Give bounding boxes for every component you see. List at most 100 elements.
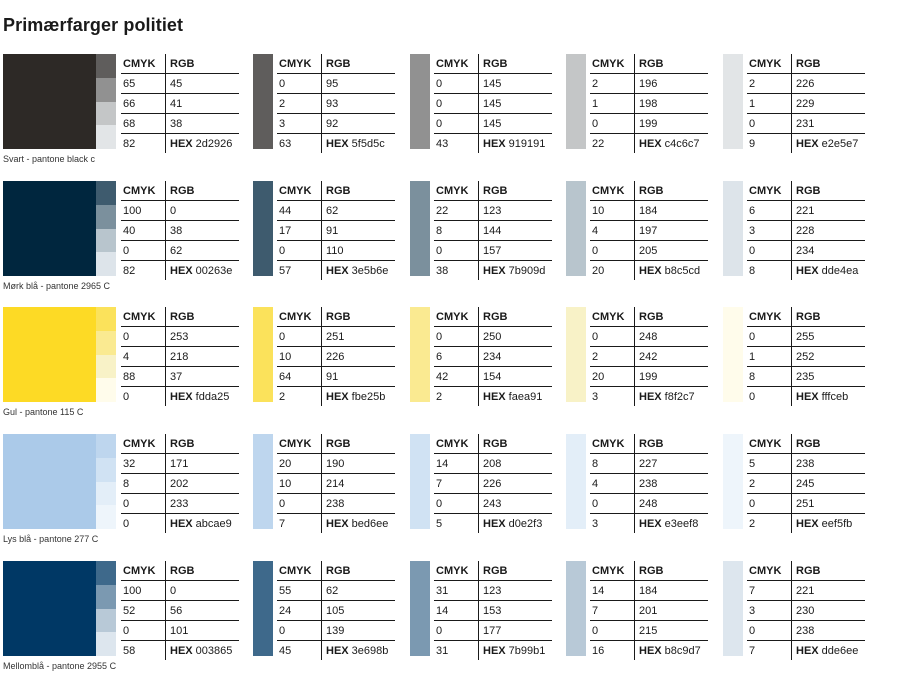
color-group: Svart - pantone black c CMYK RGB 65 45 66 41 68… — [0, 54, 908, 179]
hex-cell: HEX c4c6c7 — [635, 134, 709, 154]
tint-swatch — [566, 561, 586, 656]
rgb-value: 177 — [478, 620, 552, 641]
hex-label: HEX — [639, 390, 662, 403]
table-row: 42 154 — [434, 366, 552, 387]
table-row: 3 230 — [747, 600, 865, 621]
hex-label: HEX — [170, 517, 193, 530]
rgb-value: 154 — [478, 366, 552, 387]
tint-strip-cell — [96, 77, 116, 102]
main-swatch — [3, 54, 96, 149]
tint-swatch — [253, 434, 273, 529]
main-swatch — [3, 307, 96, 402]
cmyk-value: 66 — [121, 93, 166, 114]
tint-strip-cell — [96, 584, 116, 609]
cmyk-value: 2 — [747, 513, 792, 533]
cmyk-value: 0 — [590, 326, 635, 347]
tint-strip-cell — [96, 228, 116, 253]
table-row: 31 123 — [434, 580, 552, 601]
table-row: 2 HEX fbe25b — [277, 386, 395, 406]
rgb-value: 41 — [165, 93, 239, 114]
tint-swatch — [410, 561, 430, 656]
table-row: 10 214 — [277, 473, 395, 494]
cmyk-value: 7 — [434, 473, 479, 494]
hex-label: HEX — [326, 264, 349, 277]
table-header-row: CMYK RGB — [121, 434, 239, 454]
rgb-header: RGB — [321, 181, 395, 201]
cmyk-value: 2 — [590, 346, 635, 367]
rgb-header: RGB — [478, 434, 552, 454]
hex-label: HEX — [483, 264, 506, 277]
cmyk-value: 0 — [434, 620, 479, 641]
hex-value: 00263e — [192, 264, 233, 277]
rgb-value: 201 — [634, 600, 708, 621]
value-table: CMYK RGB 100 0 52 56 0 101 58 HEX 003865 — [121, 561, 239, 660]
hex-label: HEX — [170, 264, 193, 277]
group-label: Mørk blå - pantone 2965 C — [3, 281, 111, 291]
tint-strip-cell — [96, 505, 116, 529]
hex-value: dde6ee — [818, 644, 859, 657]
cmyk-header: CMYK — [121, 307, 166, 327]
cmyk-value: 0 — [590, 620, 635, 641]
cmyk-value: 6 — [747, 200, 792, 221]
table-header-row: CMYK RGB — [121, 181, 239, 201]
rgb-value: 145 — [478, 93, 552, 114]
hex-value: faea91 — [505, 390, 543, 403]
hex-cell: HEX 3e698b — [322, 641, 396, 661]
cmyk-value: 0 — [590, 113, 635, 134]
rgb-value: 226 — [791, 73, 865, 94]
cmyk-value: 17 — [277, 220, 322, 241]
cmyk-header: CMYK — [277, 434, 322, 454]
rgb-value: 251 — [321, 326, 395, 347]
rgb-value: 105 — [321, 600, 395, 621]
rgb-value: 196 — [634, 73, 708, 94]
table-row: 0 62 — [121, 240, 239, 261]
cmyk-header: CMYK — [747, 307, 792, 327]
table-row: 58 HEX 003865 — [121, 640, 239, 660]
rgb-value: 62 — [321, 200, 395, 221]
table-header-row: CMYK RGB — [747, 434, 865, 454]
value-table: CMYK RGB 14 208 7 226 0 243 5 HEX d0e2f3 — [434, 434, 552, 533]
hex-cell: HEX b8c5cd — [635, 261, 709, 281]
rgb-value: 62 — [321, 580, 395, 601]
hex-cell: HEX 3e5b6e — [322, 261, 396, 281]
table-row: 0 250 — [434, 326, 552, 347]
table-row: 0 253 — [121, 326, 239, 347]
hex-value: 919191 — [505, 137, 546, 150]
rgb-value: 251 — [791, 493, 865, 514]
rgb-header: RGB — [165, 307, 239, 327]
hex-value: 2d2926 — [192, 137, 233, 150]
table-row: 0 139 — [277, 620, 395, 641]
color-group: Lys blå - pantone 277 C CMYK RGB 32 171 8 202 0… — [0, 434, 908, 559]
cmyk-value: 0 — [747, 620, 792, 641]
table-row: 2 242 — [590, 346, 708, 367]
cmyk-value: 31 — [434, 580, 479, 601]
hex-cell: HEX 00263e — [166, 261, 240, 281]
cmyk-value: 65 — [121, 73, 166, 94]
hex-value: 3e698b — [348, 644, 389, 657]
table-row: 6 234 — [434, 346, 552, 367]
table-row: 7 226 — [434, 473, 552, 494]
hex-cell: HEX eef5fb — [792, 514, 866, 534]
hex-value: f8f2c7 — [661, 390, 695, 403]
table-row: 57 HEX 3e5b6e — [277, 260, 396, 281]
hex-value: eef5fb — [818, 517, 853, 530]
table-row: 0 145 — [434, 93, 552, 114]
cmyk-value: 8 — [747, 366, 792, 387]
tint-strip-cell — [96, 481, 116, 506]
cmyk-value: 8 — [747, 260, 792, 280]
table-header-row: CMYK RGB — [121, 561, 239, 581]
rgb-value: 199 — [634, 113, 708, 134]
rgb-value: 221 — [791, 200, 865, 221]
table-header-row: CMYK RGB — [277, 54, 395, 74]
hex-cell: HEX 919191 — [479, 134, 553, 154]
table-row: 22 123 — [434, 200, 552, 221]
table-row: 20 HEX b8c5cd — [590, 260, 709, 281]
value-table: CMYK RGB 14 184 7 201 0 215 16 HEX b8c9d7 — [590, 561, 708, 660]
hex-cell: HEX dde4ea — [792, 261, 866, 281]
table-row: 2 HEX eef5fb — [747, 513, 866, 534]
hex-value: d0e2f3 — [505, 517, 543, 530]
tint-swatch — [723, 54, 743, 149]
table-row: 0 HEX abcae9 — [121, 513, 239, 533]
hex-cell: HEX 5f5d5c — [322, 134, 396, 154]
rgb-value: 145 — [478, 113, 552, 134]
